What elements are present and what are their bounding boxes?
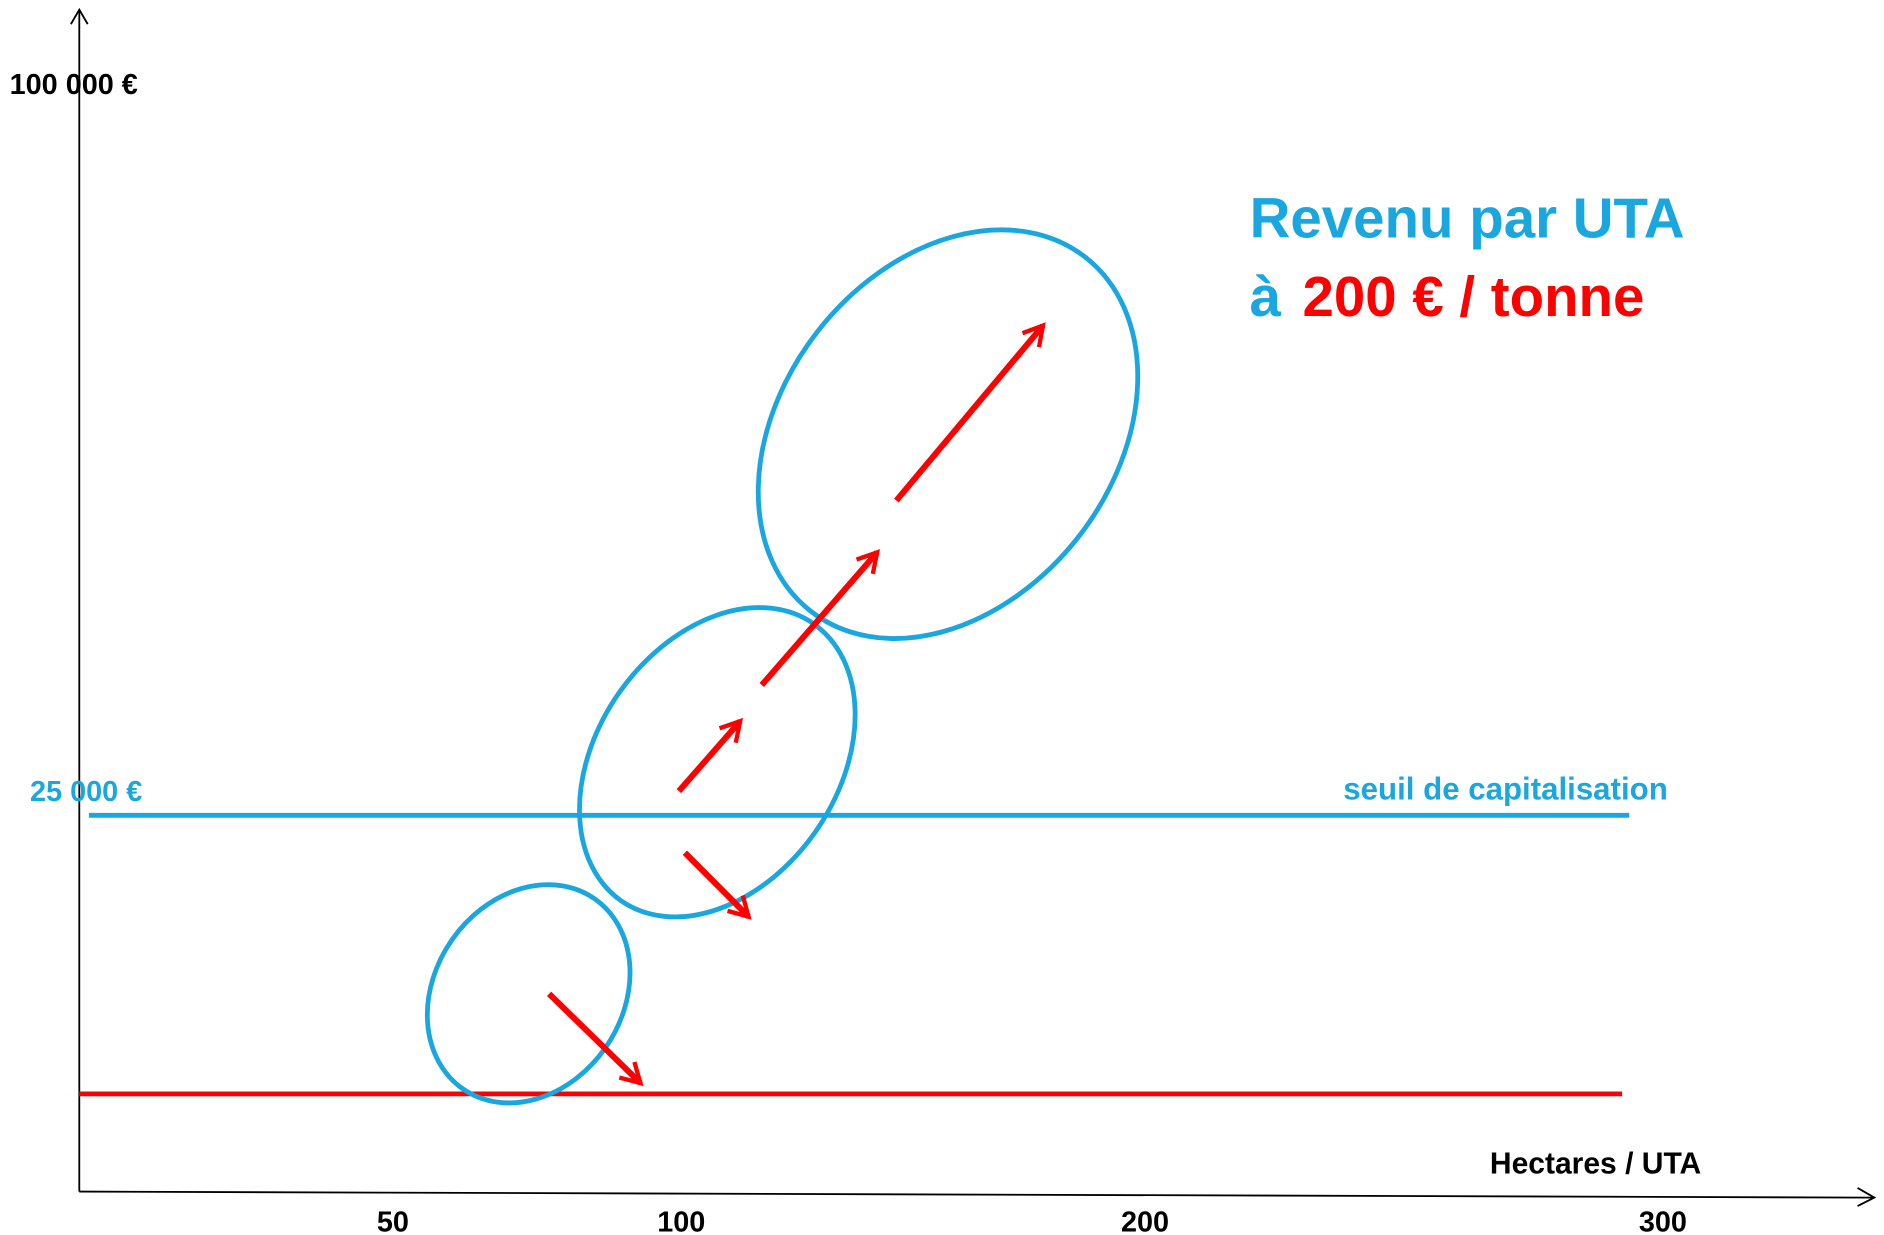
ellipse-large xyxy=(755,227,1141,641)
arrow xyxy=(759,549,880,688)
y-axis-arrow xyxy=(70,7,89,25)
title-prefix: à xyxy=(1250,265,1282,328)
x-axis-title: Hectares / UTA xyxy=(1490,1147,1701,1180)
x-label: 300 xyxy=(1639,1206,1687,1235)
x-axis-arrow xyxy=(1857,1187,1877,1207)
title-line1: Revenu par UTA xyxy=(1250,186,1685,249)
y-label: 25 000 € xyxy=(30,776,142,808)
y-label: 100 000 € xyxy=(10,69,138,101)
threshold-label: seuil de capitalisation xyxy=(1343,772,1667,807)
ellipse-small xyxy=(424,882,633,1106)
x-label: 100 xyxy=(657,1206,705,1235)
x-label: 200 xyxy=(1121,1206,1169,1235)
title-highlight: 200 € / tonne xyxy=(1302,265,1644,328)
x-label: 50 xyxy=(377,1206,409,1235)
x-axis xyxy=(79,1190,1875,1199)
ellipse-medium xyxy=(577,605,858,920)
arrow xyxy=(682,850,752,920)
arrow xyxy=(547,991,644,1087)
arrow xyxy=(894,322,1046,503)
arrow xyxy=(676,717,744,794)
